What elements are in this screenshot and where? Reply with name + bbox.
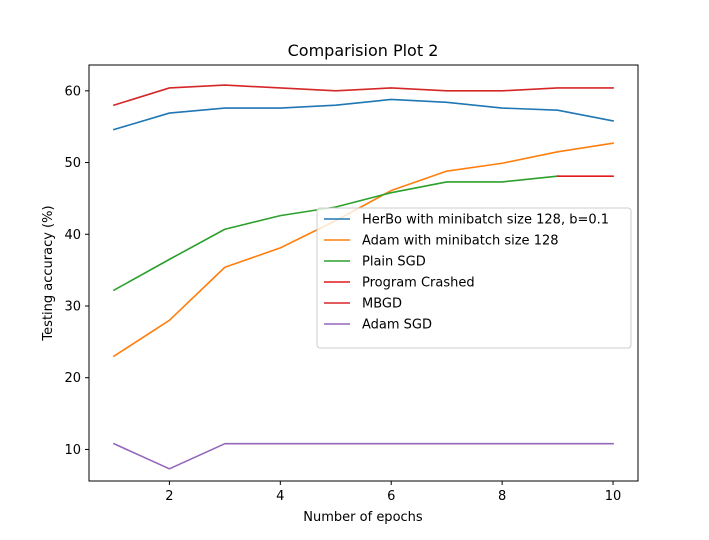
series-line-1 (112, 142, 614, 358)
plot-frame (88, 64, 639, 482)
x-tick-label-1: 4 (276, 489, 284, 504)
y-axis-label: Testing accuracy (%) (41, 205, 56, 341)
series-line-5 (112, 442, 614, 470)
legend-box (316, 207, 632, 349)
x-tick-label-2: 6 (387, 489, 395, 504)
y-tick-label-0: 10 (64, 443, 81, 458)
axis-ticks: 2 4 6 8 10 10 20 30 40 50 60 (64, 84, 621, 504)
legend-label-5: Adam SGD (362, 318, 432, 333)
legend-label-0: HerBo with minibatch size 128, b=0.1 (362, 213, 609, 228)
series-line-4 (112, 84, 614, 107)
x-tick-label-0: 2 (165, 489, 173, 504)
legend-label-1: Adam with minibatch size 128 (362, 234, 559, 249)
legend: HerBo with minibatch size 128, b=0.1 Adam… (316, 207, 632, 349)
x-tick-label-4: 10 (605, 489, 622, 504)
y-tick-label-1: 20 (64, 371, 81, 386)
y-tick-label-2: 30 (64, 299, 81, 314)
legend-label-3: Program Crashed (362, 276, 475, 291)
legend-label-4: MBGD (362, 297, 402, 312)
y-tick-label-3: 40 (64, 228, 81, 243)
x-tick-label-3: 8 (498, 489, 506, 504)
series-lines (112, 84, 614, 470)
series-line-0 (112, 98, 614, 131)
series-line-2 (112, 175, 559, 292)
legend-label-2: Plain SGD (362, 255, 426, 270)
y-tick-label-4: 50 (64, 156, 81, 171)
x-axis-label: Number of epochs (303, 510, 423, 525)
chart-title: Comparision Plot 2 (288, 41, 439, 60)
y-tick-label-5: 60 (64, 84, 81, 99)
